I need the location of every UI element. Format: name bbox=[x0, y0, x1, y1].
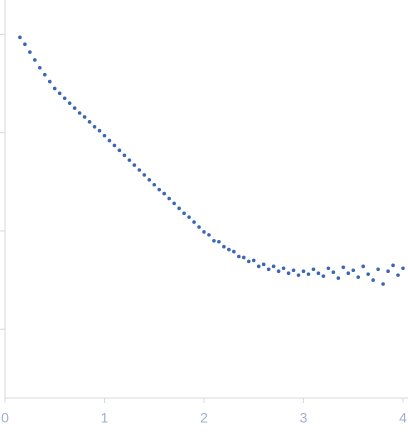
point bbox=[152, 182, 157, 187]
point bbox=[351, 268, 356, 273]
point bbox=[157, 187, 162, 192]
point bbox=[47, 79, 52, 84]
point bbox=[197, 225, 201, 229]
point bbox=[266, 267, 271, 272]
point bbox=[102, 133, 107, 138]
point bbox=[242, 255, 246, 260]
point bbox=[122, 153, 127, 158]
point bbox=[376, 267, 380, 272]
point bbox=[331, 270, 336, 275]
point bbox=[296, 273, 301, 277]
x-tick-label: 1 bbox=[101, 410, 109, 426]
point bbox=[246, 259, 251, 264]
point bbox=[391, 263, 395, 268]
point bbox=[57, 91, 62, 96]
point bbox=[396, 273, 400, 277]
point bbox=[301, 269, 306, 274]
point bbox=[132, 163, 137, 167]
point bbox=[67, 101, 72, 105]
point bbox=[52, 86, 57, 91]
point bbox=[336, 276, 341, 280]
point bbox=[346, 271, 351, 275]
point bbox=[366, 272, 370, 276]
point bbox=[222, 244, 226, 249]
point bbox=[356, 275, 361, 279]
point bbox=[217, 239, 221, 244]
point bbox=[167, 196, 171, 201]
point bbox=[306, 272, 311, 276]
point bbox=[381, 282, 385, 286]
point bbox=[341, 265, 346, 270]
point bbox=[82, 115, 87, 119]
point bbox=[92, 124, 97, 129]
x-tick-label: 3 bbox=[300, 410, 308, 426]
point bbox=[401, 266, 405, 271]
point bbox=[281, 266, 286, 271]
point bbox=[18, 35, 22, 40]
point bbox=[172, 201, 176, 206]
point bbox=[147, 178, 152, 182]
point bbox=[23, 42, 27, 47]
point bbox=[386, 269, 390, 274]
point bbox=[112, 143, 117, 148]
point bbox=[72, 106, 77, 110]
point bbox=[202, 230, 206, 234]
point bbox=[311, 267, 316, 272]
point bbox=[38, 66, 42, 70]
point bbox=[87, 120, 92, 124]
point bbox=[237, 254, 241, 259]
point bbox=[326, 266, 331, 271]
x-tick-label: 0 bbox=[1, 410, 9, 426]
point bbox=[117, 148, 122, 153]
point bbox=[177, 206, 181, 211]
point bbox=[316, 271, 321, 275]
point bbox=[127, 158, 132, 162]
point bbox=[321, 274, 326, 278]
point bbox=[33, 58, 37, 62]
point bbox=[192, 220, 196, 224]
point bbox=[182, 211, 186, 216]
point bbox=[142, 173, 147, 177]
point bbox=[107, 138, 112, 143]
x-tick-label: 2 bbox=[200, 410, 208, 426]
point bbox=[251, 258, 256, 263]
point bbox=[261, 262, 266, 267]
point bbox=[291, 268, 296, 273]
point bbox=[28, 50, 32, 54]
point bbox=[232, 249, 236, 254]
point bbox=[256, 264, 261, 269]
point bbox=[271, 264, 276, 269]
x-tick-label: 4 bbox=[399, 410, 407, 426]
point bbox=[371, 278, 375, 282]
point bbox=[207, 233, 211, 237]
point bbox=[227, 247, 231, 252]
point bbox=[212, 238, 216, 243]
point bbox=[97, 128, 102, 133]
point bbox=[162, 191, 166, 196]
point bbox=[43, 72, 47, 77]
point bbox=[187, 215, 191, 219]
point bbox=[361, 264, 366, 269]
point bbox=[137, 168, 142, 172]
point bbox=[77, 111, 82, 115]
point bbox=[286, 271, 291, 275]
point bbox=[62, 96, 67, 101]
point bbox=[276, 269, 281, 274]
